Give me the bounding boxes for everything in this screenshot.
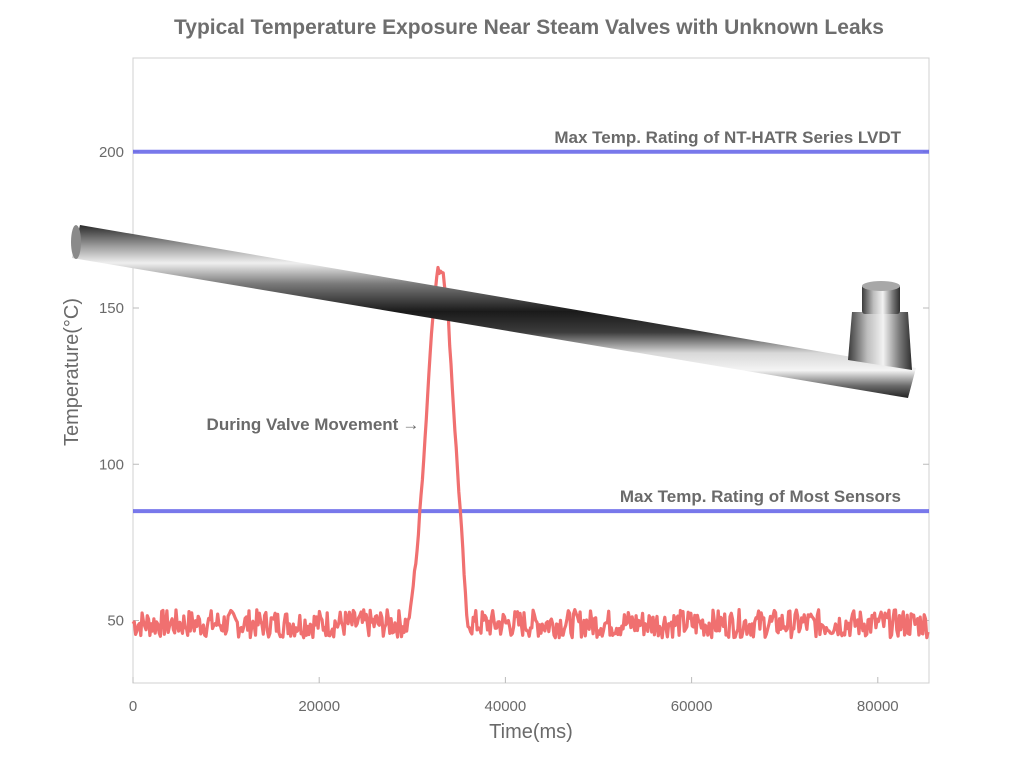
lvdt-rod-fitting [848,312,912,370]
x-tick-label: 20000 [298,698,340,715]
annotation-arrow: → [402,415,419,434]
annotations: During Valve Movement → [207,415,420,434]
x-axis-label: Time(ms) [489,721,573,743]
lvdt-rod-end [71,225,81,259]
reference-line-label: Max Temp. Rating of NT-HATR Series LVDT [554,128,901,147]
x-axis-ticks: 0 20000 40000 60000 80000 [129,677,899,715]
x-tick-label: 0 [129,698,137,715]
y-tick-label: 100 [99,456,124,473]
reference-line-label: Max Temp. Rating of Most Sensors [620,487,901,506]
plot-frame [132,57,930,684]
y-tick-label: 200 [99,144,124,161]
x-tick-label: 40000 [485,698,527,715]
lvdt-rod-fitting-cap [862,281,900,291]
chart-title: Typical Temperature Exposure Near Steam … [174,16,884,39]
lvdt-rod-photo [71,225,916,398]
y-axis-label: Temperature(°C) [61,298,83,446]
lvdt-rod-body [72,225,916,398]
temperature-series-line [131,265,930,640]
lvdt-rod-fitting-top [862,284,900,314]
annotation-text: During Valve Movement [207,415,399,434]
y-tick-label: 50 [107,613,124,630]
y-tick-label: 150 [99,300,124,317]
x-tick-label: 80000 [857,698,899,715]
x-tick-label: 60000 [671,698,713,715]
reference-lines: Max Temp. Rating of NT-HATR Series LVDT M… [133,128,929,514]
y-axis-ticks: 50 100 150 200 [99,144,929,630]
